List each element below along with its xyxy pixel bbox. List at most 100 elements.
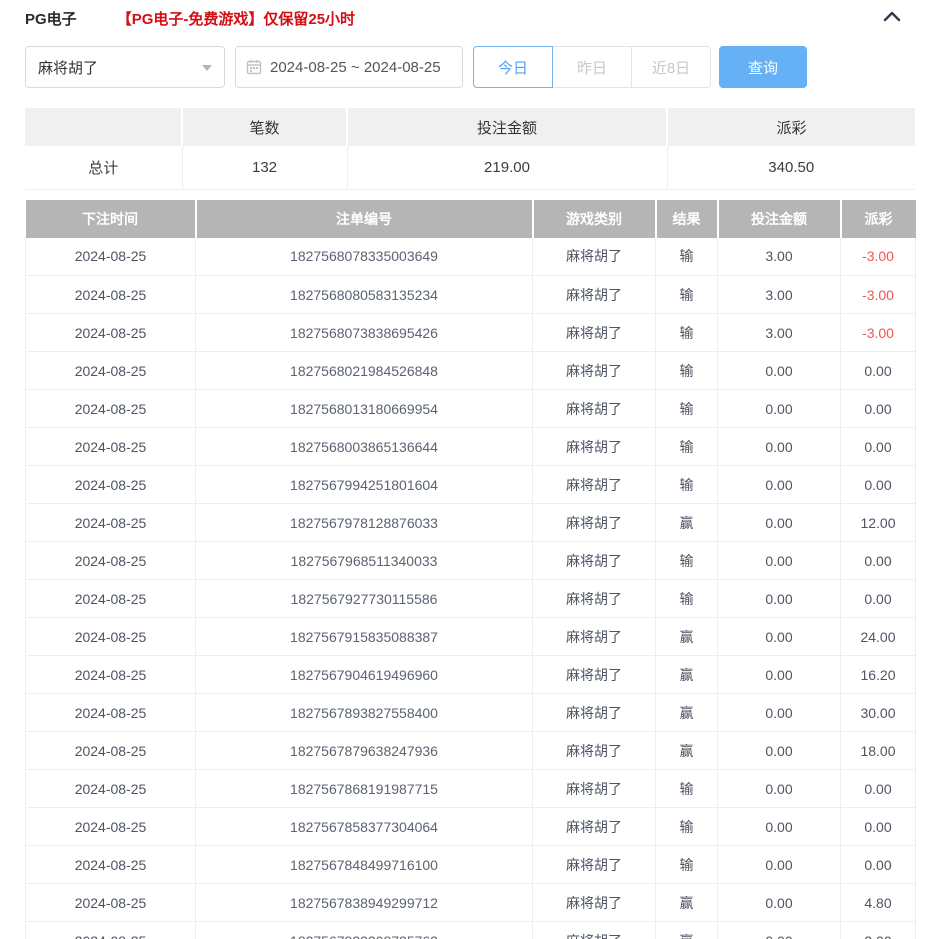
game-type-cell: 麻将胡了 bbox=[532, 313, 656, 352]
top-bar: PG电子 【PG电子-免费游戏】仅保留25小时 bbox=[25, 0, 915, 36]
table-row: 2024-08-25 1827567978128876033 麻将胡了 赢 0.… bbox=[25, 503, 916, 542]
payout-cell: 0.00 bbox=[840, 351, 916, 390]
game-type-cell: 麻将胡了 bbox=[532, 237, 656, 276]
collapse-button[interactable] bbox=[879, 4, 905, 30]
bet-amount-cell: 0.00 bbox=[717, 845, 841, 884]
table-row: 2024-08-25 1827567893827558400 麻将胡了 赢 0.… bbox=[25, 693, 916, 732]
order-id-cell: 1827568078335003649 bbox=[195, 237, 533, 276]
bet-time-cell: 2024-08-25 bbox=[25, 769, 196, 808]
payout-cell: 0.00 bbox=[840, 389, 916, 428]
quick-button-yesterday[interactable]: 昨日 bbox=[552, 46, 632, 88]
game-type-cell: 麻将胡了 bbox=[532, 275, 656, 314]
order-id-cell: 1827568073838695426 bbox=[195, 313, 533, 352]
bet-time-cell: 2024-08-25 bbox=[25, 883, 196, 922]
order-id-cell: 1827567915835088387 bbox=[195, 617, 533, 656]
bet-amount-cell: 0.00 bbox=[717, 541, 841, 580]
bet-time-cell: 2024-08-25 bbox=[25, 503, 196, 542]
bet-time-cell: 2024-08-25 bbox=[25, 275, 196, 314]
col-header-payout: 派彩 bbox=[840, 199, 916, 238]
game-type-cell: 麻将胡了 bbox=[532, 807, 656, 846]
payout-cell: 24.00 bbox=[840, 617, 916, 656]
order-id-cell: 1827567838949299712 bbox=[195, 883, 533, 922]
game-type-cell: 麻将胡了 bbox=[532, 503, 656, 542]
bet-time-cell: 2024-08-25 bbox=[25, 693, 196, 732]
result-cell: 赢 bbox=[655, 503, 718, 542]
table-row: 2024-08-25 1827567823308725762 麻将胡了 赢 0.… bbox=[25, 921, 916, 939]
result-cell: 输 bbox=[655, 845, 718, 884]
order-id-cell: 1827568021984526848 bbox=[195, 351, 533, 390]
payout-cell: 3.00 bbox=[840, 921, 916, 939]
bet-time-cell: 2024-08-25 bbox=[25, 313, 196, 352]
order-id-cell: 1827567823308725762 bbox=[195, 921, 533, 939]
order-id-cell: 1827567893827558400 bbox=[195, 693, 533, 732]
result-cell: 赢 bbox=[655, 693, 718, 732]
bet-amount-cell: 0.00 bbox=[717, 465, 841, 504]
table-row: 2024-08-25 1827567838949299712 麻将胡了 赢 0.… bbox=[25, 883, 916, 922]
game-type-cell: 麻将胡了 bbox=[532, 883, 656, 922]
result-cell: 输 bbox=[655, 313, 718, 352]
table-row: 2024-08-25 1827568078335003649 麻将胡了 输 3.… bbox=[25, 237, 916, 276]
bet-time-cell: 2024-08-25 bbox=[25, 351, 196, 390]
table-row: 2024-08-25 1827567904619496960 麻将胡了 赢 0.… bbox=[25, 655, 916, 694]
order-id-cell: 1827567848499716100 bbox=[195, 845, 533, 884]
col-header-result: 结果 bbox=[655, 199, 719, 238]
table-row: 2024-08-25 1827567858377304064 麻将胡了 输 0.… bbox=[25, 807, 916, 846]
bet-amount-cell: 0.00 bbox=[717, 427, 841, 466]
col-header-bet-amount: 投注金额 bbox=[717, 199, 842, 238]
quick-range-group: 今日 昨日 近8日 bbox=[473, 46, 711, 88]
payout-cell: 18.00 bbox=[840, 731, 916, 770]
quick-button-last8days[interactable]: 近8日 bbox=[631, 46, 711, 88]
bet-time-cell: 2024-08-25 bbox=[25, 389, 196, 428]
order-id-cell: 1827567868191987715 bbox=[195, 769, 533, 808]
bet-amount-cell: 3.00 bbox=[717, 313, 841, 352]
quick-button-today[interactable]: 今日 bbox=[473, 46, 553, 88]
summary-total-count: 132 bbox=[182, 146, 348, 190]
order-id-cell: 1827568013180669954 bbox=[195, 389, 533, 428]
order-id-cell: 1827567858377304064 bbox=[195, 807, 533, 846]
game-type-cell: 麻将胡了 bbox=[532, 693, 656, 732]
result-cell: 输 bbox=[655, 275, 718, 314]
bet-time-cell: 2024-08-25 bbox=[25, 465, 196, 504]
bet-amount-cell: 0.00 bbox=[717, 655, 841, 694]
result-cell: 赢 bbox=[655, 921, 718, 939]
game-type-cell: 麻将胡了 bbox=[532, 617, 656, 656]
order-id-cell: 1827567968511340033 bbox=[195, 541, 533, 580]
bet-amount-cell: 0.00 bbox=[717, 807, 841, 846]
table-row: 2024-08-25 1827568080583135234 麻将胡了 输 3.… bbox=[25, 275, 916, 314]
result-cell: 赢 bbox=[655, 731, 718, 770]
game-type-cell: 麻将胡了 bbox=[532, 465, 656, 504]
payout-cell: 12.00 bbox=[840, 503, 916, 542]
bet-time-cell: 2024-08-25 bbox=[25, 579, 196, 618]
result-cell: 输 bbox=[655, 351, 718, 390]
table-row: 2024-08-25 1827567868191987715 麻将胡了 输 0.… bbox=[25, 769, 916, 808]
payout-cell: 4.80 bbox=[840, 883, 916, 922]
game-select[interactable]: 麻将胡了 bbox=[25, 46, 225, 88]
date-range-input[interactable]: 2024-08-25 ~ 2024-08-25 bbox=[235, 46, 463, 88]
table-row: 2024-08-25 1827568073838695426 麻将胡了 输 3.… bbox=[25, 313, 916, 352]
summary-total-bet-amount: 219.00 bbox=[347, 146, 668, 190]
summary-total-row: 总计 132 219.00 340.50 bbox=[25, 146, 915, 190]
filter-bar: 麻将胡了 2024-08-25 ~ 2024-08-25 今日 昨 bbox=[25, 46, 915, 88]
result-cell: 输 bbox=[655, 427, 718, 466]
bet-time-cell: 2024-08-25 bbox=[25, 921, 196, 939]
result-cell: 输 bbox=[655, 807, 718, 846]
payout-cell: 0.00 bbox=[840, 579, 916, 618]
game-type-cell: 麻将胡了 bbox=[532, 731, 656, 770]
bet-time-cell: 2024-08-25 bbox=[25, 655, 196, 694]
summary-header-payout: 派彩 bbox=[667, 108, 915, 146]
order-id-cell: 1827567879638247936 bbox=[195, 731, 533, 770]
game-type-cell: 麻将胡了 bbox=[532, 769, 656, 808]
table-row: 2024-08-25 1827567915835088387 麻将胡了 赢 0.… bbox=[25, 617, 916, 656]
search-button[interactable]: 查询 bbox=[719, 46, 807, 88]
bet-amount-cell: 0.00 bbox=[717, 921, 841, 939]
bet-time-cell: 2024-08-25 bbox=[25, 427, 196, 466]
bet-amount-cell: 0.00 bbox=[717, 579, 841, 618]
game-type-cell: 麻将胡了 bbox=[532, 655, 656, 694]
game-type-cell: 麻将胡了 bbox=[532, 389, 656, 428]
game-select-value: 麻将胡了 bbox=[38, 59, 99, 77]
game-type-cell: 麻将胡了 bbox=[532, 541, 656, 580]
order-id-cell: 1827567927730115586 bbox=[195, 579, 533, 618]
game-type-cell: 麻将胡了 bbox=[532, 351, 656, 390]
summary-table: 笔数 投注金额 派彩 总计 132 219.00 340.50 bbox=[25, 108, 915, 190]
